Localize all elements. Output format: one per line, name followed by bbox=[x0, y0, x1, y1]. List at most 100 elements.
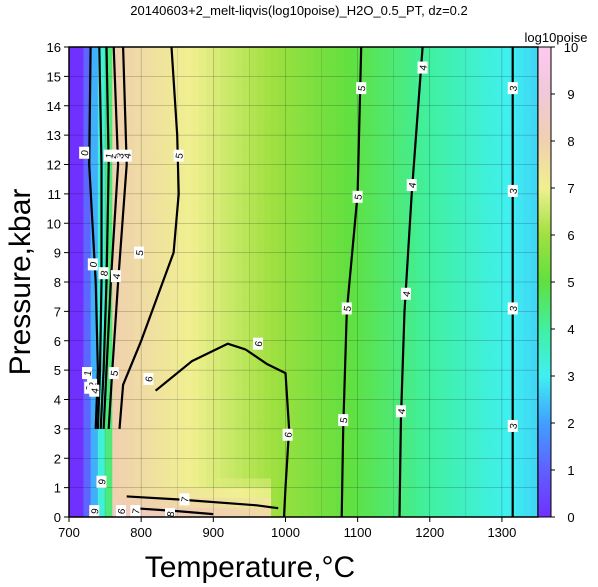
field-cell bbox=[285, 164, 294, 175]
field-cell bbox=[379, 213, 388, 224]
contour-label-bg bbox=[108, 367, 119, 380]
field-cell bbox=[422, 125, 431, 136]
field-cell bbox=[458, 282, 467, 293]
field-cell bbox=[400, 56, 409, 68]
field-cell bbox=[256, 409, 265, 420]
field-cell bbox=[292, 301, 301, 312]
contour-label-bg bbox=[110, 270, 121, 283]
field-cell bbox=[364, 291, 373, 303]
field-cell bbox=[155, 428, 164, 440]
field-cell bbox=[285, 184, 294, 195]
field-cell bbox=[170, 330, 178, 342]
field-cell bbox=[379, 360, 388, 371]
field-cell bbox=[307, 76, 315, 87]
field-cell bbox=[379, 154, 388, 166]
field-cell bbox=[458, 330, 467, 342]
field-cell bbox=[256, 76, 265, 87]
field-cell bbox=[350, 379, 359, 391]
field-cell bbox=[112, 428, 121, 440]
field-cell bbox=[343, 487, 351, 499]
field-cell bbox=[400, 379, 409, 391]
field-cell bbox=[530, 115, 538, 126]
field-cell bbox=[105, 56, 113, 68]
field-cell bbox=[523, 76, 532, 87]
field-cell bbox=[292, 135, 301, 146]
field-cell bbox=[278, 105, 287, 117]
field-cell bbox=[76, 468, 85, 479]
field-cell bbox=[133, 125, 142, 136]
field-cell bbox=[335, 56, 344, 68]
field-cell bbox=[141, 399, 149, 410]
field-cell bbox=[350, 135, 359, 146]
field-cell bbox=[198, 95, 207, 107]
field-cell bbox=[307, 458, 315, 469]
contour-label-text: 4 bbox=[396, 407, 408, 415]
field-cell bbox=[386, 154, 395, 166]
field-cell bbox=[343, 360, 351, 371]
field-cell bbox=[501, 233, 510, 244]
field-cell bbox=[220, 115, 229, 126]
field-cell bbox=[422, 477, 431, 489]
field-cell bbox=[444, 389, 453, 401]
field-cell bbox=[487, 252, 496, 264]
field-cell bbox=[350, 95, 359, 107]
field-cell bbox=[271, 468, 279, 479]
field-cell bbox=[133, 399, 142, 410]
field-cell bbox=[133, 282, 142, 293]
field-cell bbox=[307, 399, 315, 410]
field-cell bbox=[285, 125, 294, 136]
field-cell bbox=[436, 468, 445, 479]
field-cell bbox=[76, 233, 85, 244]
field-cell bbox=[299, 458, 308, 469]
field-cell bbox=[97, 95, 106, 107]
field-cell bbox=[487, 272, 496, 283]
field-cell bbox=[422, 95, 431, 107]
field-cell bbox=[198, 125, 207, 136]
field-cell bbox=[501, 144, 510, 156]
field-cell bbox=[386, 487, 395, 499]
field-cell bbox=[307, 262, 315, 273]
field-cell bbox=[350, 419, 359, 430]
field-cell bbox=[155, 213, 164, 224]
field-cell bbox=[400, 477, 409, 489]
field-cell bbox=[271, 458, 279, 469]
field-cell bbox=[465, 125, 474, 136]
field-cell bbox=[220, 321, 229, 332]
field-cell bbox=[372, 193, 380, 205]
field-cell bbox=[429, 115, 438, 126]
field-cell bbox=[364, 419, 373, 430]
colorbar-tick-label: 3 bbox=[567, 369, 574, 384]
field-cell bbox=[473, 458, 481, 469]
field-cell bbox=[372, 184, 380, 195]
field-cell bbox=[501, 487, 510, 499]
field-cell bbox=[494, 409, 503, 420]
field-cell bbox=[444, 419, 453, 430]
contour-label-text: 3 bbox=[508, 422, 520, 430]
field-cell bbox=[299, 419, 308, 430]
field-cell bbox=[90, 360, 99, 371]
field-cell bbox=[328, 86, 337, 97]
field-cell bbox=[292, 370, 301, 381]
field-cell bbox=[343, 144, 351, 156]
field-cell bbox=[328, 360, 337, 371]
field-cell bbox=[530, 135, 538, 146]
field-cell bbox=[76, 497, 85, 508]
field-cell bbox=[263, 272, 272, 283]
field-cell bbox=[83, 301, 92, 312]
contour-label: 3 bbox=[507, 184, 520, 197]
field-cell bbox=[278, 428, 287, 440]
field-cell bbox=[393, 203, 402, 215]
field-cell bbox=[516, 252, 525, 264]
field-cell bbox=[234, 468, 243, 479]
field-cell bbox=[292, 213, 301, 224]
field-cell bbox=[234, 174, 243, 185]
field-cell bbox=[444, 76, 453, 87]
field-cell bbox=[198, 262, 207, 273]
field-cell bbox=[198, 56, 207, 68]
field-cell bbox=[307, 242, 315, 254]
field-cell bbox=[177, 291, 186, 303]
field-cell bbox=[480, 507, 489, 517]
field-cell bbox=[155, 389, 164, 401]
field-cell bbox=[458, 379, 467, 391]
